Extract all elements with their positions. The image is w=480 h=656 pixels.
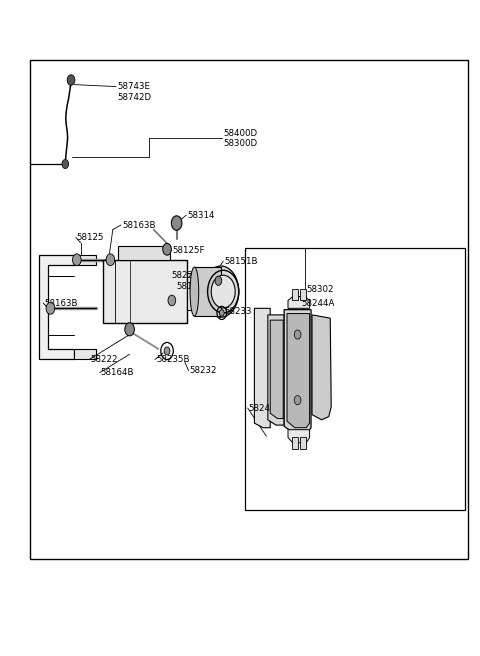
Text: 58164B: 58164B (177, 282, 210, 291)
Text: 58314: 58314 (187, 211, 215, 220)
Polygon shape (288, 297, 310, 308)
Text: 58164B: 58164B (101, 368, 134, 377)
Polygon shape (187, 273, 218, 310)
Text: 58302: 58302 (306, 285, 334, 295)
Text: 58400D: 58400D (223, 129, 257, 138)
Bar (194, 267, 221, 316)
Circle shape (294, 396, 301, 405)
Polygon shape (312, 315, 331, 420)
Text: 58244A: 58244A (249, 403, 282, 413)
Ellipse shape (211, 276, 235, 308)
Bar (300, 289, 306, 300)
Text: 58244A: 58244A (301, 298, 335, 308)
Circle shape (125, 323, 134, 336)
Bar (30, 60, 468, 559)
Text: 58125: 58125 (77, 233, 104, 242)
Text: 58163B: 58163B (122, 220, 156, 230)
Polygon shape (39, 255, 74, 359)
Circle shape (67, 75, 75, 85)
Polygon shape (288, 430, 310, 443)
Text: 58125F: 58125F (173, 246, 205, 255)
Circle shape (163, 243, 171, 255)
Circle shape (62, 159, 69, 169)
Ellipse shape (190, 267, 199, 316)
Bar (292, 437, 298, 449)
Circle shape (294, 330, 301, 339)
Bar (300, 437, 306, 449)
Circle shape (72, 254, 81, 266)
Text: 58235B: 58235B (156, 355, 190, 364)
Text: 58221: 58221 (172, 271, 199, 280)
Ellipse shape (203, 266, 239, 317)
Circle shape (219, 310, 224, 316)
Polygon shape (74, 255, 96, 265)
Polygon shape (268, 315, 284, 425)
Polygon shape (287, 314, 310, 428)
Circle shape (164, 347, 170, 355)
Circle shape (106, 254, 115, 266)
Polygon shape (74, 349, 96, 359)
Polygon shape (254, 308, 270, 428)
Circle shape (171, 216, 182, 230)
Bar (118, 246, 170, 260)
Text: 58233: 58233 (225, 307, 252, 316)
Polygon shape (270, 320, 283, 419)
Bar (292, 289, 298, 300)
Bar (103, 260, 187, 323)
Text: 58742D: 58742D (118, 92, 152, 102)
Circle shape (46, 302, 55, 314)
Circle shape (215, 276, 222, 285)
Polygon shape (284, 310, 311, 433)
Text: 58743E: 58743E (118, 82, 151, 91)
Circle shape (168, 295, 176, 306)
Text: 58300D: 58300D (223, 139, 257, 148)
Text: 58232: 58232 (190, 366, 217, 375)
Text: 58163B: 58163B (44, 298, 78, 308)
Text: 58151B: 58151B (225, 256, 258, 266)
Text: 58222: 58222 (90, 355, 118, 364)
Bar (245, 248, 465, 510)
